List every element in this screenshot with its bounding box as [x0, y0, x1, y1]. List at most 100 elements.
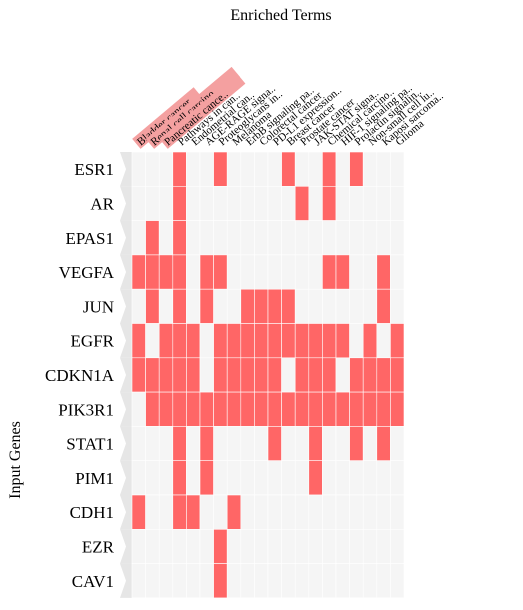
heatmap-cell-hit [390, 323, 405, 359]
heatmap-cell [308, 494, 323, 530]
heatmap-cell [322, 563, 337, 599]
heatmap-cell [186, 426, 201, 461]
heatmap-cell [145, 323, 160, 359]
heatmap-cell-hit [158, 391, 174, 427]
heatmap-cell [240, 254, 255, 290]
heatmap-cell [267, 254, 282, 290]
heatmap-cell [308, 528, 323, 564]
heatmap-cell-hit [131, 323, 146, 359]
heatmap-cell [308, 186, 323, 221]
row-label-bg-pim1 [120, 460, 132, 495]
heatmap-cell [322, 426, 337, 461]
heatmap-cell [145, 528, 160, 564]
heatmap-cell [294, 494, 310, 530]
heatmap-cell-hit [349, 391, 364, 427]
heatmap-cell-hit [186, 391, 201, 427]
heatmap-cell [281, 220, 296, 256]
heatmap-cell-hit [335, 391, 350, 427]
heatmap-cell-hit [131, 357, 146, 393]
heatmap-cell [145, 186, 160, 221]
row-label-pim1: PIM1 [75, 469, 114, 488]
heatmap-cell [254, 563, 269, 599]
heatmap-cell-hit [199, 391, 214, 427]
row-label-bg-jun [120, 289, 132, 324]
heatmap-cell [294, 254, 310, 290]
heatmap-cell-hit [322, 357, 337, 393]
heatmap-cell [254, 426, 269, 461]
row-label-ar: AR [90, 194, 114, 213]
row-label-pik3r1: PIK3R1 [58, 400, 114, 419]
heatmap-cell-hit [186, 323, 201, 359]
heatmap-cell-hit [322, 151, 337, 187]
heatmap-cell [199, 323, 214, 359]
heatmap-cell [335, 460, 350, 496]
heatmap-cell [131, 220, 146, 256]
heatmap-cell [335, 151, 350, 187]
heatmap-cell [335, 288, 350, 324]
row-label-bg-ar [120, 186, 132, 221]
heatmap-cell-hit [376, 254, 391, 290]
heatmap-cell [226, 460, 242, 496]
heatmap-cell [390, 151, 405, 187]
heatmap-cell [186, 220, 201, 256]
heatmap-cell [376, 528, 391, 564]
heatmap-cell-hit [226, 391, 242, 427]
heatmap-cell-hit [267, 357, 282, 393]
heatmap-cell [199, 494, 214, 530]
row-label-cav1: CAV1 [72, 572, 114, 591]
row-arrows [120, 152, 132, 598]
row-labels: ESR1 AR EPAS1 VEGFA JUN EGFR CDKN1A PIK3R1 STAT1… [45, 160, 115, 591]
heatmap-cell-hit [172, 494, 187, 530]
heatmap-cell [362, 288, 378, 324]
heatmap-cell [322, 494, 337, 530]
heatmap-cell [199, 357, 214, 393]
heatmap-cell-hit [390, 391, 405, 427]
heatmap-cell-hit [213, 357, 228, 393]
heatmap-cell [158, 494, 174, 530]
heatmap-cell [226, 186, 242, 221]
heatmap-cell-hit [158, 254, 174, 290]
heatmap-cell-hit [281, 391, 296, 427]
heatmap-cell-hit [294, 186, 310, 221]
heatmap-cell-hit [335, 254, 350, 290]
heatmap-cell [281, 426, 296, 461]
heatmap-cell [226, 220, 242, 256]
heatmap-cell-hit [254, 288, 269, 324]
heatmap-cell [362, 151, 378, 187]
heatmap-cell [267, 151, 282, 187]
heatmap-cell-hit [172, 391, 187, 427]
heatmap-cell-hit [308, 323, 323, 359]
heatmap-cell [213, 460, 228, 496]
heatmap-cell [362, 220, 378, 256]
heatmap-cell [254, 460, 269, 496]
heatmap-cell [131, 528, 146, 564]
heatmap-cell-hit [199, 288, 214, 324]
row-label-epas1: EPAS1 [65, 229, 114, 248]
heatmap-cell [322, 528, 337, 564]
heatmap-cell [390, 460, 405, 496]
heatmap-cell [240, 563, 255, 599]
heatmap-cell [362, 494, 378, 530]
heatmap-cell [294, 528, 310, 564]
heatmap-cell [362, 186, 378, 221]
heatmap-cell-hit [349, 357, 364, 393]
row-label-bg-stat1 [120, 426, 132, 461]
heatmap-cell [390, 528, 405, 564]
heatmap-cell-hit [172, 426, 187, 461]
heatmap-cell [131, 186, 146, 221]
heatmap-cell-hit [172, 357, 187, 393]
heatmap-cell [186, 186, 201, 221]
heatmap-cell [349, 460, 364, 496]
row-label-vegfa: VEGFA [59, 263, 115, 282]
row-label-bg-cav1 [120, 563, 132, 598]
heatmap-cell-hit [267, 323, 282, 359]
heatmap-cell [186, 460, 201, 496]
heatmap-cell [240, 494, 255, 530]
heatmap-cell-hit [254, 391, 269, 427]
heatmap-cell [294, 288, 310, 324]
heatmap-cell [158, 220, 174, 256]
heatmap-cell [131, 151, 146, 187]
heatmap-cell-hit [267, 288, 282, 324]
heatmap-cell [362, 528, 378, 564]
